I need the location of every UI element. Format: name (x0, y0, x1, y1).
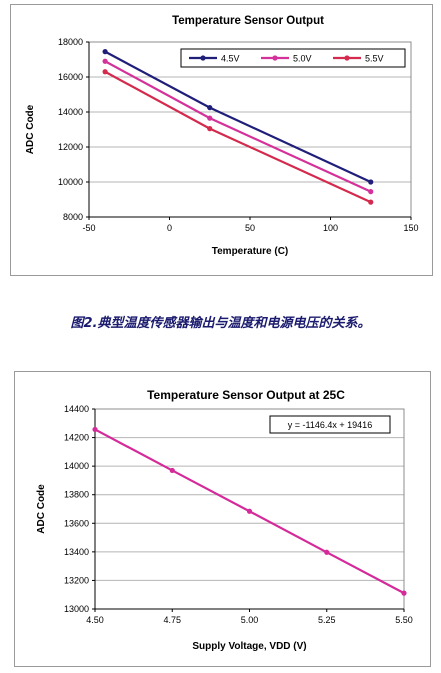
figure-caption: 图2.典型温度传感器输出与温度和电源电压的关系。 (70, 316, 371, 331)
chart2-y-tick-label: 13800 (64, 490, 89, 500)
chart2-y-tick-label: 13200 (64, 575, 89, 585)
chart1-data-point (102, 69, 108, 75)
chart1-legend (180, 48, 406, 68)
chart1-data-point (368, 199, 374, 205)
chart1-x-tick-label: 100 (323, 223, 338, 233)
chart2-data-point (401, 590, 407, 596)
chart1-x-tick-label: 0 (167, 223, 172, 233)
chart1-x-axis-label: Temperature (C) (212, 246, 289, 257)
chart1-data-point (207, 126, 213, 132)
chart1-x-tick-label: 50 (245, 223, 255, 233)
chart1-legend-label-3: 5.5V (365, 54, 384, 64)
chart1-y-tick-label: 18000 (58, 37, 83, 47)
chart1-title: Temperature Sensor Output (172, 15, 324, 27)
chart2-x-tick-label: 5.50 (395, 615, 413, 625)
chart1-y-tick-label: 14000 (58, 107, 83, 117)
chart2-panel: Temperature Sensor Output at 25C 13000 132… (14, 371, 431, 667)
chart1-legend-marker-1 (200, 55, 206, 61)
chart1-legend-label-2: 5.0V (293, 54, 312, 64)
chart1-data-point (207, 115, 213, 121)
chart1-series-line-3 (104, 70, 372, 204)
chart2-x-tick-label: 4.50 (86, 615, 104, 625)
chart2-data-point (246, 508, 253, 514)
chart2-equation-box (269, 415, 391, 434)
chart1-legend-marker-2 (272, 55, 278, 61)
chart2-y-tick-label: 14000 (64, 461, 89, 471)
chart2-y-tick-label: 13400 (64, 547, 89, 557)
chart1-x-tick-label: 150 (403, 223, 418, 233)
chart1-y-axis-label: ADC Code (25, 104, 36, 154)
chart1-x-tick-label: -50 (82, 223, 95, 233)
chart2-y-tick-label: 14200 (64, 433, 89, 443)
chart1-y-tick-label: 10000 (58, 177, 83, 187)
chart2-data-point (169, 467, 175, 474)
chart1-series-line-1 (104, 50, 372, 183)
chart1-y-tick-label: 16000 (58, 72, 83, 82)
chart1-legend-marker-3 (344, 55, 350, 61)
chart2-x-axis-label: Supply Voltage, VDD (V) (192, 641, 306, 652)
chart1-data-point (207, 105, 213, 111)
chart2-y-tick-label: 13600 (64, 518, 89, 528)
chart1-data-point (102, 49, 108, 55)
chart1-data-point (368, 179, 374, 185)
chart2-y-tick-label: 13000 (64, 604, 89, 614)
chart1-y-tick-label: 12000 (58, 142, 83, 152)
chart1-y-tick-label: 8000 (63, 212, 83, 222)
chart2-y-axis-label: ADC Code (36, 484, 47, 534)
chart2-y-tick-label: 14400 (64, 404, 89, 414)
chart2-x-tick-label: 5.00 (241, 615, 259, 625)
chart1-series-line-2 (104, 60, 372, 193)
chart2-data-point (92, 426, 98, 433)
chart1-panel: Temperature Sensor Output 8000 10000 12000 1… (10, 4, 433, 276)
chart2-equation-label: y = -1146.4x + 19416 (288, 420, 372, 430)
chart1-data-point (102, 58, 108, 64)
chart1-svg: Temperature Sensor Output 8000 10000 12000 1… (25, 15, 419, 257)
chart2-title: Temperature Sensor Output at 25C (147, 388, 345, 402)
chart2-x-tick-label: 5.25 (318, 615, 336, 625)
chart2-svg: Temperature Sensor Output at 25C 13000 132… (36, 388, 413, 652)
chart2-data-point (324, 549, 330, 555)
chart2-x-tick-label: 4.75 (163, 615, 181, 625)
chart1-legend-label-1: 4.5V (221, 54, 240, 64)
chart1-data-point (368, 189, 374, 195)
